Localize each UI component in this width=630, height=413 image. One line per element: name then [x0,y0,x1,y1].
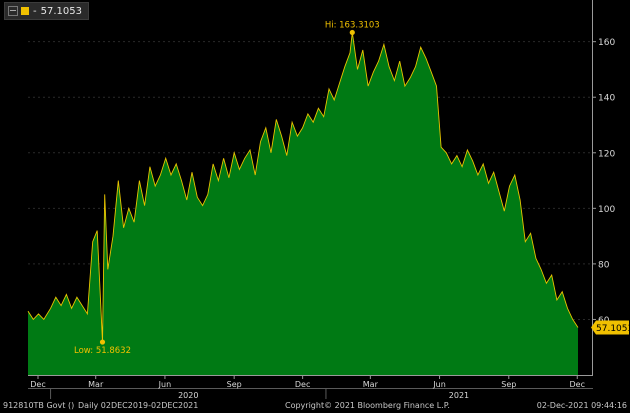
last-value-flag-shape [591,320,629,335]
x-ticks: Dec Mar Jun Sep Dec Mar Jun Sep Dec [30,375,585,389]
high-marker [349,29,355,36]
x-tick-label: Sep [501,380,516,389]
year-label: 2021 [449,391,469,400]
y-tick-label: 80 [598,260,610,270]
y-tick-label: 160 [598,38,615,48]
legend[interactable]: - 57.1053 [4,2,89,20]
axes [28,0,593,389]
footer-copyright: Copyright© 2021 Bloomberg Finance L.P. [285,401,450,410]
last-value-label: 57.1053 [596,324,630,334]
y-tick-label: 100 [598,205,615,215]
collapse-icon[interactable] [8,6,18,16]
footer-period: Daily 02DEC2019-02DEC2021 [78,401,199,410]
x-tick-label: Jun [432,380,446,389]
y-tick-label: 140 [598,94,615,104]
series-color-swatch [21,7,29,15]
footer: 912810TB Govt () Daily 02DEC2019-02DEC20… [0,400,630,413]
y-tick-label: 120 [598,149,615,159]
x-tick-label: Mar [363,380,379,389]
footer-timestamp: 02-Dec-2021 09:44:16 [536,401,627,410]
x-tick-label: Dec [570,380,585,389]
footer-security: 912810TB Govt () [3,401,75,410]
last-value-flag: 57.1053 [591,320,630,335]
low-label: Low: 51.8632 [74,346,131,356]
annotations: Hi: 163.3103 Low: 51.8632 [74,20,380,356]
legend-value: 57.1053 [40,5,82,17]
x-tick-label: Dec [295,380,310,389]
high-label: Hi: 163.3103 [325,20,380,30]
price-line [27,32,579,343]
price-area [28,32,578,375]
x-tick-label: Sep [227,380,242,389]
x-tick-label: Dec [30,380,45,389]
x-tick-label: Jun [158,380,172,389]
x-tick-label: Mar [88,380,104,389]
low-marker [99,339,106,345]
year-label: 2020 [178,391,198,400]
legend-dash: - [33,5,37,17]
year-labels: 2020 2021 [50,389,469,400]
